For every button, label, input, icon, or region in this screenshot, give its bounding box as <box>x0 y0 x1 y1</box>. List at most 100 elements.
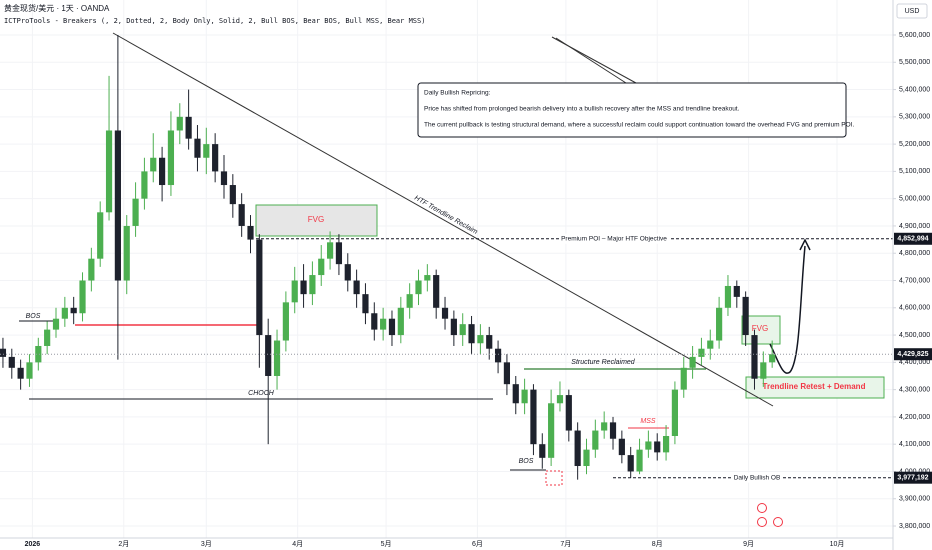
candle-body <box>212 144 219 172</box>
candle-body <box>406 294 413 308</box>
candle-body <box>8 356 15 368</box>
annotation: FVG <box>308 215 324 224</box>
annotation: MSS <box>640 418 656 425</box>
y-tick-label: 4,100,000 <box>899 441 930 448</box>
candle-body <box>150 157 157 172</box>
y-tick-label: 4,300,000 <box>899 386 930 393</box>
candle-body <box>318 258 325 276</box>
candle-body <box>751 335 758 379</box>
event-icon[interactable] <box>757 503 767 513</box>
indicator: ICTProTools - Breakers (, 2, Dotted, 2, … <box>4 17 425 25</box>
candle-body <box>256 239 263 336</box>
y-tick-label: 5,600,000 <box>899 32 930 39</box>
candle-body <box>132 198 139 226</box>
candle-body <box>565 395 572 431</box>
candle-body <box>636 449 643 472</box>
y-tick-label: 3,900,000 <box>899 496 930 503</box>
candle-body <box>167 130 175 186</box>
candle-body <box>583 449 590 467</box>
price-axis <box>893 0 932 550</box>
callout-text: The current pullback is testing structur… <box>424 122 854 129</box>
candle-body <box>574 430 581 467</box>
candle-body <box>344 264 351 281</box>
arrow-head <box>799 238 811 251</box>
candle-body <box>716 307 723 341</box>
projection-arrow <box>769 245 806 374</box>
candle-body <box>371 313 378 330</box>
annotation: CHOCH <box>248 390 275 397</box>
y-tick-label: 4,700,000 <box>899 277 930 284</box>
candle-body <box>273 340 281 376</box>
candle-body <box>548 403 555 458</box>
candle-body <box>265 335 272 376</box>
event-icon[interactable] <box>757 517 767 527</box>
demand-zone <box>745 376 885 399</box>
y-tick-label: 4,500,000 <box>899 332 930 339</box>
candle-body <box>433 275 440 308</box>
callout-box <box>417 82 847 138</box>
candle-body <box>229 185 236 205</box>
candle-body <box>326 242 334 259</box>
level-text-bg <box>559 233 669 244</box>
price-label-box <box>894 232 932 245</box>
candle-body <box>300 280 307 295</box>
y-tick-label: 5,200,000 <box>899 141 930 148</box>
y-tick-label: 5,100,000 <box>899 168 930 175</box>
candle-body <box>35 345 42 363</box>
annotation: Structure Reclaimed <box>571 359 636 366</box>
price-label-box <box>894 471 932 484</box>
candle-body <box>52 318 60 330</box>
ob-box <box>545 470 563 486</box>
candle-body <box>441 307 449 319</box>
candle-body <box>123 225 130 281</box>
candle-body <box>486 335 493 349</box>
y-tick-label: 4,400,000 <box>899 359 930 366</box>
candle-body <box>105 130 113 213</box>
candle-body <box>97 212 104 259</box>
y-tick-label: 4,900,000 <box>899 223 930 230</box>
currency: USD <box>905 8 920 15</box>
candle-body <box>769 354 776 363</box>
candle-body <box>680 367 687 390</box>
x-tick-label: 3月 <box>201 540 212 548</box>
x-tick-label: 8月 <box>652 540 663 548</box>
price-label: 4,429,825 <box>897 351 928 358</box>
trendline <box>112 32 774 407</box>
candle-body <box>362 294 369 314</box>
annotation: BOS <box>519 458 534 465</box>
candle-body <box>707 340 714 349</box>
y-tick-label: 4,600,000 <box>899 305 930 312</box>
y-tick-label: 5,400,000 <box>899 86 930 93</box>
level-text-bg <box>732 472 782 483</box>
candle-body <box>17 367 24 379</box>
y-tick-label: 3,800,000 <box>899 523 930 530</box>
candle-body <box>459 324 466 336</box>
fvg-zone <box>255 204 378 237</box>
candle-body <box>415 280 422 295</box>
chart-title: 黄金现货/美元 · 1天 · OANDA <box>4 3 110 13</box>
level-text: Premium POI – Major HTF Objective <box>561 235 667 242</box>
y-tick-label: 4,200,000 <box>899 414 930 421</box>
candle-body <box>733 285 740 297</box>
grid <box>0 0 893 538</box>
candle-body <box>397 307 404 336</box>
x-tick-label: 10月 <box>830 540 845 548</box>
y-tick-label: 5,300,000 <box>899 114 930 121</box>
candle-body <box>79 280 86 314</box>
candle-body <box>724 285 732 308</box>
x-tick-label: 4月 <box>292 540 303 548</box>
candle-body <box>530 389 537 445</box>
currency-box[interactable] <box>896 3 928 19</box>
event-icon[interactable] <box>773 517 783 527</box>
candle-body <box>450 318 457 336</box>
x-tick-label: 2026 <box>25 541 41 548</box>
candle-body <box>654 441 661 453</box>
candle-body <box>26 362 33 379</box>
candle-body <box>114 130 121 281</box>
candle-body <box>698 348 705 357</box>
candle-body <box>353 280 360 295</box>
candle-body <box>70 307 77 314</box>
candle-body <box>477 335 484 344</box>
price-label-box <box>894 348 932 361</box>
candle-body <box>282 302 289 341</box>
